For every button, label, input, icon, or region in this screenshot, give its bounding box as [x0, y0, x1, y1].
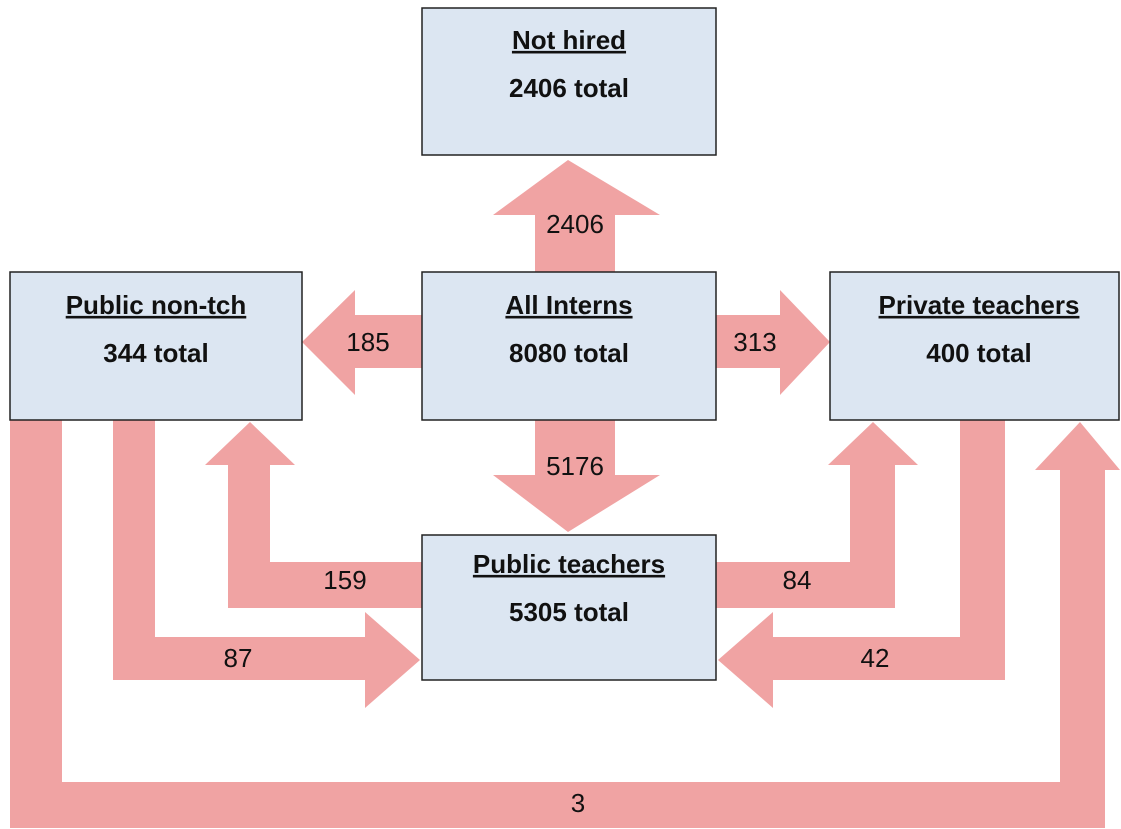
flow-label: 185 — [346, 327, 389, 357]
node: All Interns 8080 total — [421, 271, 717, 421]
node-total: 400 total — [926, 338, 1032, 368]
node-total: 8080 total — [509, 338, 629, 368]
node-total: 5305 total — [509, 597, 629, 627]
node-title: Public teachers — [473, 549, 665, 579]
node-title: Private teachers — [879, 290, 1080, 320]
flow-label: 84 — [783, 565, 812, 595]
node-total: 344 total — [103, 338, 209, 368]
flow-labels: 2406 185 313 5176 159 87 84 42 3 — [224, 209, 890, 818]
arrow — [493, 420, 660, 532]
flow-label: 5176 — [546, 451, 604, 481]
node-box — [421, 7, 717, 156]
arrow — [493, 160, 660, 272]
flow-label: 87 — [224, 643, 253, 673]
node-total: 2406 total — [509, 73, 629, 103]
arrow — [205, 422, 422, 608]
node-title: All Interns — [505, 290, 632, 320]
arrow — [718, 420, 1005, 708]
arrow — [10, 420, 1120, 828]
arrows — [10, 160, 1120, 828]
flow-label: 313 — [733, 327, 776, 357]
node: Private teachers 400 total — [829, 271, 1120, 421]
node-box — [9, 271, 303, 421]
node-box — [421, 534, 717, 681]
flow-label: 42 — [861, 643, 890, 673]
arrow — [716, 290, 830, 395]
flow-label: 159 — [323, 565, 366, 595]
arrow — [113, 420, 420, 708]
node-box — [829, 271, 1120, 421]
node-box — [421, 271, 717, 421]
node: Public teachers 5305 total — [421, 534, 717, 681]
node: Not hired 2406 total — [421, 7, 717, 156]
flow-label: 3 — [571, 788, 585, 818]
arrow — [716, 422, 918, 608]
node: Public non-tch 344 total — [9, 271, 303, 421]
node-title: Public non-tch — [66, 290, 247, 320]
flow-label: 2406 — [546, 209, 604, 239]
node-title: Not hired — [512, 25, 626, 55]
arrow — [302, 290, 422, 395]
